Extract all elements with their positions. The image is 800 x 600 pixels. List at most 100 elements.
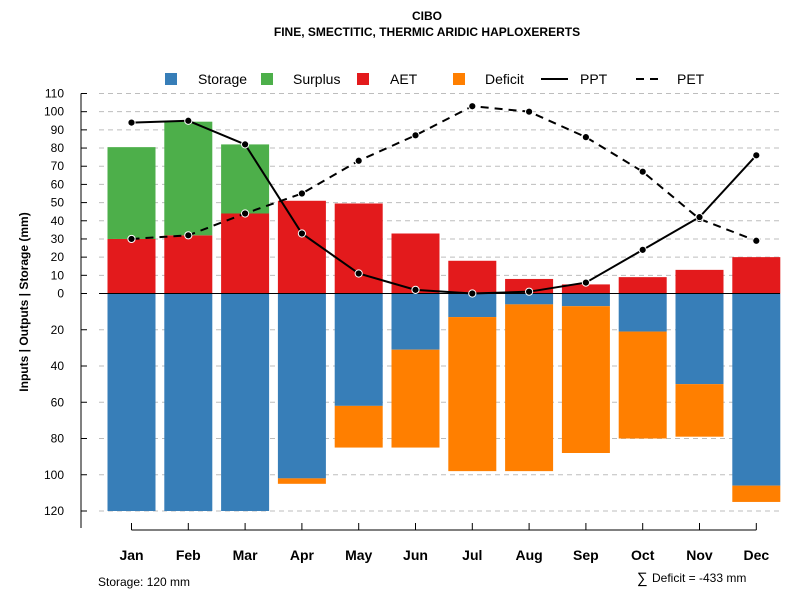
bar-storage-jun [391, 293, 440, 350]
bar-deficit-may [334, 405, 383, 448]
legend-swatch-deficit [453, 73, 465, 85]
y-tick-label-upper-60: 60 [51, 177, 65, 191]
bar-deficit-jun [391, 349, 440, 448]
y-tick-label-lower-60: 60 [51, 395, 65, 409]
x-tick-label-may: May [345, 547, 372, 563]
bars [107, 121, 781, 511]
bar-storage-sep [561, 293, 610, 307]
ppt-point-jan [127, 118, 136, 127]
x-tick-label-nov: Nov [686, 547, 713, 563]
x-tick-label-aug: Aug [515, 547, 542, 563]
ppt-point-may [354, 269, 363, 278]
x-tick-label-feb: Feb [176, 547, 201, 563]
bar-aet-nov [675, 269, 724, 294]
pet-point-may [354, 156, 363, 165]
y-axis-label: Inputs | Outputs | Storage (mm) [17, 212, 31, 391]
ppt-point-feb [184, 116, 193, 125]
bar-surplus-jan [107, 147, 156, 239]
bar-surplus-mar [221, 144, 270, 214]
y-tick-label-upper-80: 80 [51, 141, 65, 155]
y-tick-label-upper-110: 110 [45, 87, 64, 101]
bar-storage-oct [618, 293, 667, 332]
bar-deficit-apr [277, 478, 326, 484]
ppt-point-mar [241, 140, 250, 149]
bar-deficit-dec [732, 485, 781, 502]
legend-label-surplus: Surplus [293, 71, 340, 87]
ppt-point-jul [468, 289, 477, 298]
ppt-point-dec [752, 151, 761, 160]
bar-deficit-nov [675, 384, 724, 437]
legend-label-storage: Storage [198, 71, 247, 87]
legend: Storage Surplus AET Deficit PPT PET [165, 71, 705, 87]
pet-point-oct [638, 167, 647, 176]
pet-point-dec [752, 236, 761, 245]
pet-point-jul [468, 102, 477, 111]
bar-aet-sep [561, 284, 610, 294]
bar-storage-mar [221, 293, 270, 511]
y-tick-label-lower-80: 80 [51, 432, 65, 446]
bar-storage-dec [732, 293, 781, 486]
bar-deficit-sep [561, 306, 610, 453]
x-tick-label-dec: Dec [743, 547, 769, 563]
bar-storage-may [334, 293, 383, 406]
y-tick-label-upper-50: 50 [51, 196, 65, 210]
pet-point-feb [184, 231, 193, 240]
y-tick-label-lower-40: 40 [51, 359, 65, 373]
bar-aet-oct [618, 277, 667, 294]
ppt-line [131, 119, 758, 295]
pet-line [131, 105, 757, 242]
bar-aet-apr [277, 200, 326, 294]
y-tick-label-lower-120: 120 [44, 504, 64, 518]
y-tick-label-upper-90: 90 [51, 123, 65, 137]
bar-aet-jul [448, 260, 497, 294]
pet-point-jun [411, 131, 420, 140]
bar-aet-jan [107, 238, 156, 294]
y-tick-label-lower-100: 100 [44, 468, 64, 482]
bar-storage-nov [675, 293, 724, 385]
pet-point-jan [127, 234, 136, 244]
sum-symbol: ∑ [637, 570, 648, 587]
y-tick-label-upper-10: 10 [51, 268, 65, 282]
chart-title: CIBO [412, 9, 442, 23]
ppt-point-sep [581, 278, 591, 287]
ppt-point-nov [695, 213, 704, 222]
bar-deficit-aug [505, 304, 554, 472]
y-tick-label-lower-20: 20 [51, 323, 65, 337]
bar-storage-aug [505, 293, 554, 305]
bar-storage-jul [448, 293, 497, 318]
bar-aet-may [334, 203, 383, 294]
ppt-point-aug [525, 287, 534, 296]
legend-label-aet: AET [390, 71, 418, 87]
bar-aet-jun [391, 233, 440, 294]
legend-swatch-surplus [261, 73, 273, 85]
y-tick-label-upper-20: 20 [51, 250, 65, 264]
bar-aet-feb [164, 235, 213, 294]
bar-aet-mar [221, 213, 270, 294]
bar-storage-apr [277, 293, 326, 479]
y-tick-label-upper-100: 100 [44, 105, 64, 119]
legend-label-ppt: PPT [580, 71, 608, 87]
y-tick-label-upper-70: 70 [51, 159, 65, 173]
lines [127, 102, 761, 298]
pet-point-sep [581, 133, 591, 142]
ppt-point-oct [638, 245, 647, 254]
bar-storage-jan [107, 293, 156, 511]
ppt-point-jun [411, 285, 420, 294]
y-tick-label-upper-40: 40 [51, 214, 65, 228]
deficit-footnote: Deficit = -433 mm [652, 571, 746, 585]
pet-point-apr [297, 189, 306, 198]
chart-subtitle: FINE, SMECTITIC, THERMIC ARIDIC HAPLOXER… [274, 25, 580, 39]
x-tick-label-jun: Jun [403, 547, 428, 563]
legend-label-deficit: Deficit [485, 71, 524, 87]
x-tick-label-mar: Mar [233, 547, 258, 563]
x-tick-label-oct: Oct [631, 547, 655, 563]
bar-deficit-jul [448, 317, 497, 472]
ppt-point-apr [297, 229, 306, 238]
legend-swatch-storage [165, 73, 177, 85]
x-tick-label-jul: Jul [462, 547, 482, 563]
bar-surplus-feb [164, 121, 213, 236]
legend-swatch-aet [357, 73, 369, 85]
bar-aet-dec [732, 257, 781, 294]
y-tick-label-upper-0: 0 [57, 287, 64, 301]
